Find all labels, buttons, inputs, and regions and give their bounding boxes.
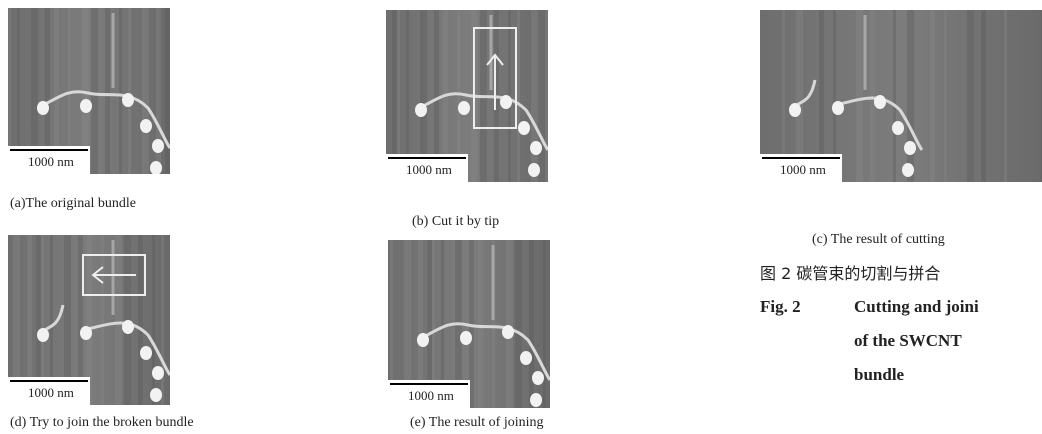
particle xyxy=(902,163,914,177)
scan-streak xyxy=(893,10,896,182)
particle xyxy=(460,331,472,345)
scale-label: 1000 nm xyxy=(780,162,826,177)
scan-streak xyxy=(105,8,110,174)
particle xyxy=(500,95,512,109)
particle xyxy=(874,95,886,109)
scan-streak xyxy=(91,8,98,174)
figure-caption-zh: 图 2 碳管束的切割与拼合 xyxy=(760,260,940,284)
particle xyxy=(37,328,49,342)
scan-streak xyxy=(101,235,104,405)
scan-streak xyxy=(506,240,513,408)
particle xyxy=(122,320,134,334)
scan-streak xyxy=(128,8,131,174)
scan-streak xyxy=(152,235,155,405)
scan-streak xyxy=(907,10,914,182)
afm-image: 1000 nm xyxy=(8,8,170,174)
scan-streak xyxy=(119,8,122,174)
scan-streak xyxy=(161,235,164,405)
scan-streak xyxy=(930,10,935,182)
figure: 图 2 碳管束的切割与拼合 Fig. 2 Cutting and joini o… xyxy=(0,0,1042,434)
particle xyxy=(892,121,904,135)
scan-streak xyxy=(1004,10,1007,182)
particle xyxy=(458,101,470,115)
scan-streak xyxy=(967,10,974,182)
particle xyxy=(37,101,49,115)
particle xyxy=(904,141,916,155)
particle xyxy=(150,388,162,402)
particle xyxy=(502,325,514,339)
scan-streak xyxy=(142,8,149,174)
panel-caption: (c) The result of cutting xyxy=(812,232,945,248)
scan-streak xyxy=(981,10,986,182)
particle xyxy=(140,346,152,360)
scan-streak xyxy=(944,10,947,182)
scan-streak xyxy=(856,10,863,182)
particle xyxy=(80,326,92,340)
particle xyxy=(789,103,801,117)
panel-caption: (d) Try to join the broken bundle xyxy=(10,415,194,431)
afm-image: 1000 nm xyxy=(760,10,1042,182)
particle xyxy=(520,351,532,365)
particle xyxy=(832,101,844,115)
scan-streak xyxy=(124,235,131,405)
particle xyxy=(415,103,427,117)
figure-caption-line: of the SWCNT xyxy=(854,331,962,351)
particle xyxy=(518,121,530,135)
particle xyxy=(140,119,152,133)
particle xyxy=(528,163,540,177)
particle xyxy=(152,366,164,380)
particle xyxy=(80,99,92,113)
scale-label: 1000 nm xyxy=(28,385,74,400)
scan-streak xyxy=(529,240,534,408)
particle xyxy=(532,371,544,385)
scale-label: 1000 nm xyxy=(28,154,74,169)
scan-streak xyxy=(545,10,548,182)
scan-streak xyxy=(543,240,546,408)
particle xyxy=(122,93,134,107)
scan-streak xyxy=(115,235,122,405)
scan-streak xyxy=(478,240,483,408)
particle xyxy=(530,393,542,407)
afm-image: 1000 nm xyxy=(8,235,170,405)
scale-label: 1000 nm xyxy=(408,388,454,403)
panel-caption: (b) Cut it by tip xyxy=(412,214,499,230)
figure-caption-line: bundle xyxy=(854,365,904,385)
scale-label: 1000 nm xyxy=(406,162,452,177)
scan-streak xyxy=(515,240,522,408)
particle xyxy=(530,141,542,155)
afm-image: 1000 nm xyxy=(388,240,550,408)
scan-streak xyxy=(138,235,143,405)
figure-label: Fig. 2 xyxy=(760,297,801,317)
panel-caption: (e) The result of joining xyxy=(410,415,544,431)
scan-streak xyxy=(165,8,170,174)
afm-image: 1000 nm xyxy=(386,10,548,182)
panel-caption: (a)The original bundle xyxy=(10,196,136,212)
figure-caption-line: Cutting and joini xyxy=(854,297,979,317)
particle xyxy=(417,333,429,347)
scan-streak xyxy=(517,10,520,182)
scan-streak xyxy=(870,10,875,182)
scan-streak xyxy=(531,10,538,182)
particle xyxy=(152,139,164,153)
